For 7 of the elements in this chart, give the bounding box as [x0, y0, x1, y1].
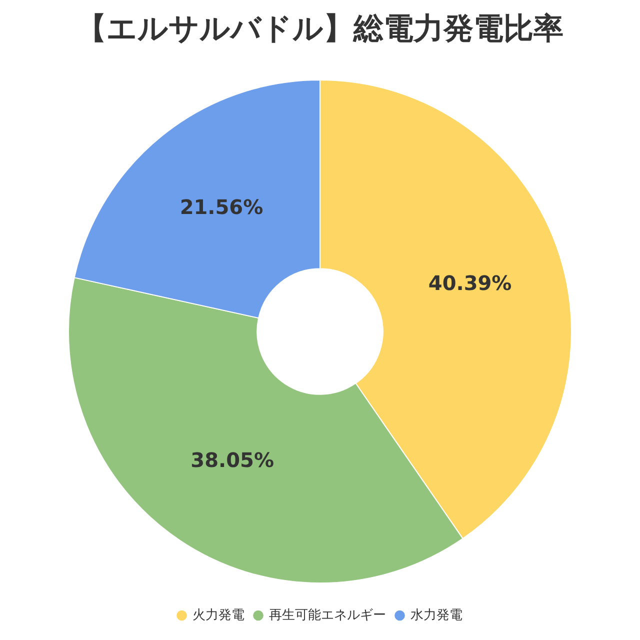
data-label: 40.39% — [428, 270, 512, 295]
chart-title: 【エルサルバドル】総電力発電比率 — [76, 11, 564, 46]
legend-label: 水力発電 — [410, 607, 462, 622]
data-label: 38.05% — [190, 448, 274, 472]
legend-label: 火力発電 — [192, 607, 244, 622]
data-label: 21.56% — [180, 195, 264, 220]
legend-label: 再生可能エネルギー — [268, 607, 386, 622]
